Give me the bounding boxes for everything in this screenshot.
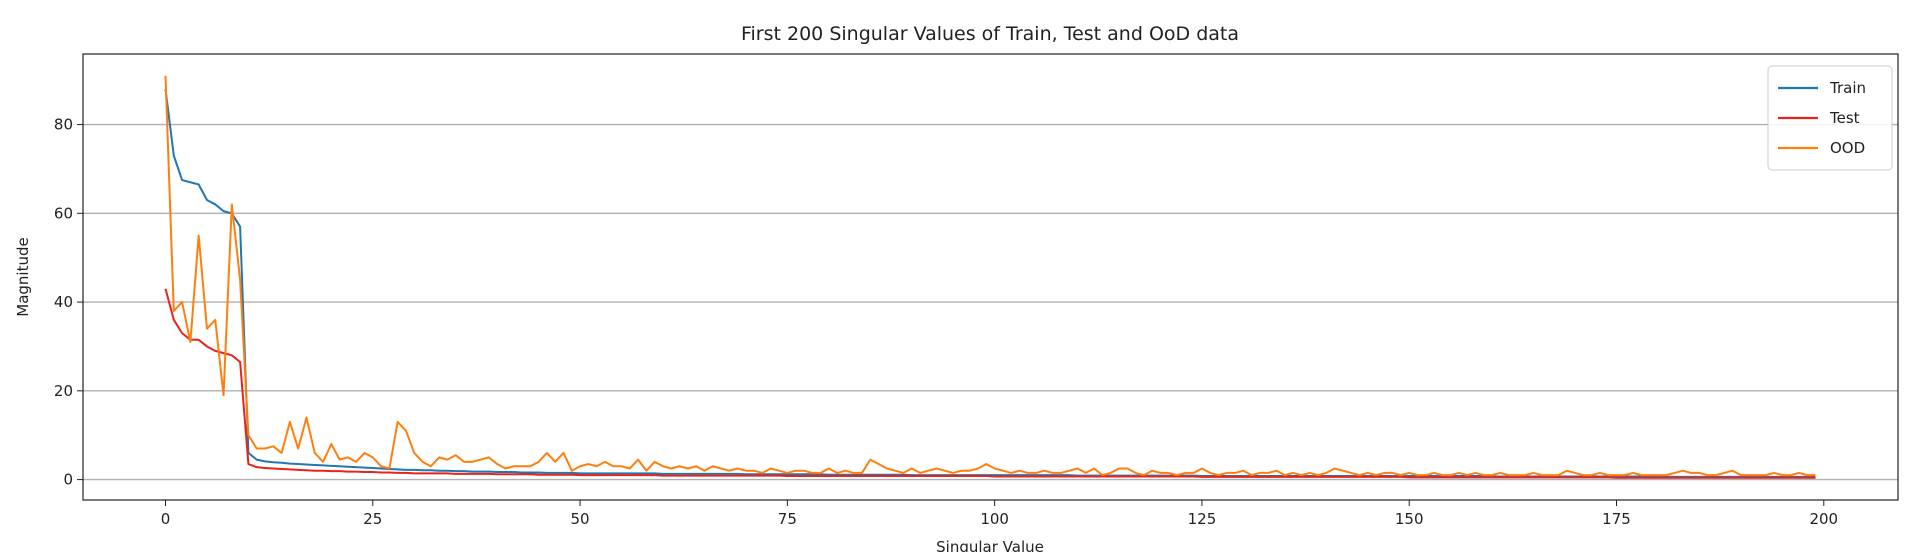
- chart-title: First 200 Singular Values of Train, Test…: [741, 23, 1239, 45]
- x-tick-label: 50: [571, 510, 590, 528]
- x-tick-label: 200: [1809, 510, 1838, 528]
- plot-frame: [82, 53, 1899, 501]
- x-tick-label: 100: [980, 510, 1009, 528]
- legend-label: Test: [1829, 109, 1860, 127]
- x-tick-label: 125: [1188, 510, 1217, 528]
- series-line: [164, 88, 1816, 478]
- y-tick-label: 40: [54, 293, 73, 311]
- legend-label: OOD: [1830, 139, 1865, 157]
- legend: Train Test OOD: [1767, 65, 1893, 171]
- y-tick-label: 0: [63, 471, 73, 489]
- x-axis-label: Singular Value: [936, 538, 1044, 552]
- series-line: [164, 288, 1816, 479]
- y-tick-label: 60: [54, 204, 73, 222]
- x-tick-label: 175: [1602, 510, 1631, 528]
- x-tick-label: 0: [161, 510, 171, 528]
- series-line: [164, 75, 1816, 477]
- y-axis-label: Magnitude: [14, 237, 32, 316]
- legend-label: Train: [1829, 79, 1866, 97]
- y-tick-label: 80: [54, 116, 73, 134]
- x-tick-label: 25: [363, 510, 382, 528]
- y-tick-label: 20: [54, 382, 73, 400]
- x-tick-label: 75: [778, 510, 797, 528]
- x-tick-label: 150: [1395, 510, 1424, 528]
- legend-box: [1767, 65, 1893, 171]
